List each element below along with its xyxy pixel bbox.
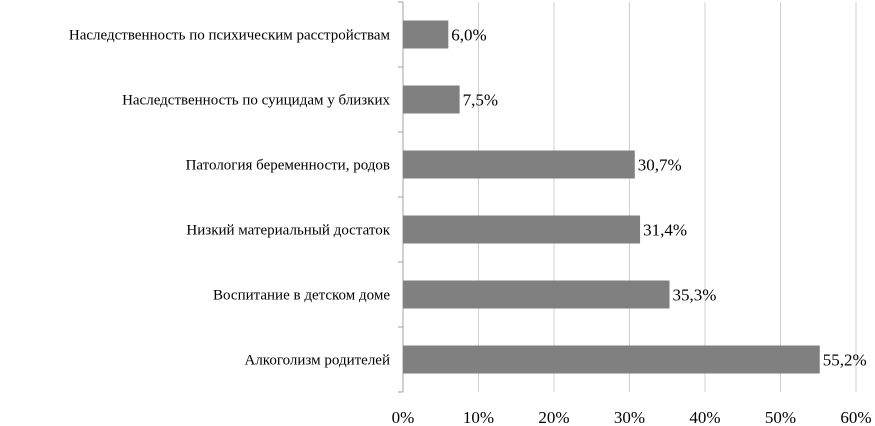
- bar: [403, 215, 641, 244]
- data-label: 7,5%: [463, 91, 498, 110]
- bars: [403, 20, 820, 374]
- x-tick-label: 60%: [840, 408, 871, 426]
- axes: [398, 1, 404, 393]
- category-label: Низкий материальный достаток: [186, 223, 390, 239]
- bar: [403, 345, 820, 374]
- category-labels: Наследственность по психическим расстрой…: [69, 28, 391, 369]
- bar: [403, 85, 460, 114]
- value-labels: 6,0% 7,5% 30,7% 31,4% 35,3% 55,2%: [451, 26, 866, 370]
- bar: [403, 280, 670, 309]
- data-label: 35,3%: [673, 286, 717, 305]
- category-label: Наследственность по суицидам у близких: [122, 93, 390, 109]
- data-label: 31,4%: [643, 221, 687, 240]
- category-label: Алкоголизм родителей: [244, 353, 390, 369]
- x-tick-label: 30%: [614, 408, 645, 426]
- bar: [403, 150, 635, 179]
- category-label: Воспитание в детском доме: [213, 288, 390, 304]
- data-label: 55,2%: [823, 351, 867, 370]
- category-label: Патология беременности, родов: [186, 158, 390, 174]
- x-tick-label: 50%: [765, 408, 796, 426]
- x-tick-label: 10%: [463, 408, 494, 426]
- tick-labels: 0% 10% 20% 30% 40% 50% 60%: [392, 408, 872, 426]
- gridlines: [478, 2, 857, 392]
- data-label: 6,0%: [451, 26, 486, 45]
- bar: [403, 20, 449, 49]
- x-tick-label: 0%: [392, 408, 415, 426]
- data-label: 30,7%: [638, 156, 682, 175]
- x-tick-label: 20%: [538, 408, 569, 426]
- category-label: Наследственность по психическим расстрой…: [69, 28, 391, 44]
- x-tick-label: 40%: [689, 408, 720, 426]
